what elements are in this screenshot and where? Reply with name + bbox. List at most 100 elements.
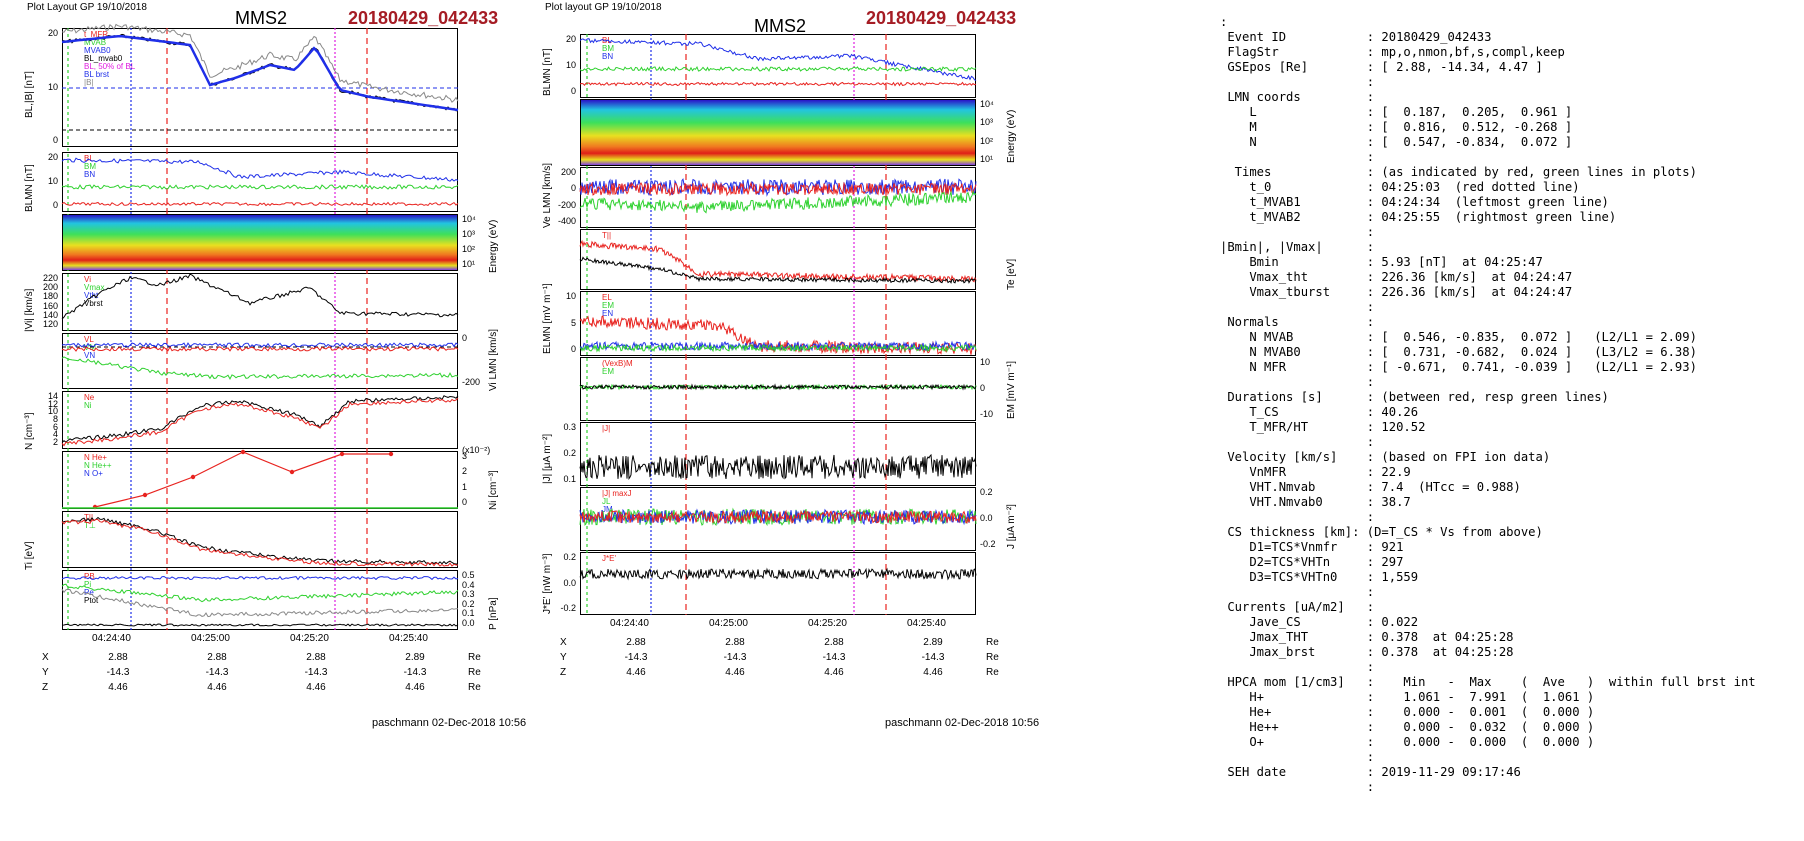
x-tick-label: 04:25:40	[389, 633, 428, 644]
y-tick-label-right: 0	[980, 383, 986, 393]
legend-entry: BL	[84, 154, 94, 163]
info-line: N MVAB : [ 0.546, -0.835, 0.072 ] (L2/L1…	[1220, 330, 1697, 344]
legend-entry: BL, 50% of BL	[84, 62, 136, 71]
series-line-Tperp	[61, 518, 458, 567]
footer: paschmann 02-Dec-2018 10:56	[372, 717, 527, 729]
y-tick-label: 180	[42, 291, 58, 302]
info-line: Jave_CS : 0.022	[1220, 615, 1419, 629]
y-tick-label: 20	[47, 152, 58, 162]
series-line-BL	[579, 38, 977, 82]
pos-row-label: Z	[560, 667, 567, 678]
energy-spectrogram	[581, 100, 975, 165]
y-tick-label: 0.2	[563, 448, 576, 458]
y-tick-label: 10	[565, 60, 576, 70]
legend-entry: T||	[602, 231, 612, 240]
pos-row-value: 2.88	[207, 652, 227, 663]
pos-row-value: 4.46	[725, 667, 745, 678]
info-line: D3=TCS*VHTn0 : 1,559	[1220, 570, 1419, 584]
series-line-JE	[579, 567, 977, 581]
pos-row-value: 2.88	[824, 637, 844, 648]
y-tick-label: 160	[42, 300, 58, 311]
legend-entry: EN	[602, 309, 614, 318]
info-line: SEH date : 2019-11-29 09:17:46	[1220, 765, 1521, 779]
y-tick-label-right: -10	[980, 409, 994, 419]
legend-entry: MVAB	[84, 38, 107, 47]
info-line: Jmax_THT : 0.378 at 04:25:28	[1220, 630, 1514, 644]
legend-entry: PB	[84, 572, 95, 581]
info-line: t_MVAB2 : 04:25:55 (rightmost green line…	[1220, 210, 1617, 224]
pos-row-label: Z	[42, 682, 49, 693]
series-line-Te-par	[579, 239, 977, 283]
plot-panel	[580, 422, 976, 486]
info-line: L : [ 0.187, 0.205, 0.961 ]	[1220, 105, 1573, 119]
pos-row-value: -14.3	[921, 652, 945, 663]
y-tick-label: 0.1	[563, 474, 576, 484]
series-line-JL	[579, 509, 977, 524]
info-line: :	[1220, 585, 1375, 599]
series-line-VM	[61, 345, 459, 352]
plot-panel	[62, 391, 458, 449]
info-line: VHT.Nmvab : 7.4 (HTcc = 0.988)	[1220, 480, 1521, 494]
y-tick-label-right: 3	[462, 451, 468, 461]
info-line: Durations [s] : (between red, resp green…	[1220, 390, 1609, 404]
pos-row-value: 4.46	[108, 682, 128, 693]
y-tick-label: 200	[42, 282, 58, 293]
legend-entry: BL brst	[84, 70, 110, 79]
y-tick-label: 2	[52, 437, 58, 447]
info-line: Event ID : 20180429_042433	[1220, 30, 1492, 44]
pos-row-unit: Re	[986, 667, 999, 678]
y-tick-label: 10	[47, 406, 58, 417]
legend-entry: Pi	[84, 580, 92, 589]
plot-panel	[62, 570, 458, 630]
legend-entry: N He++	[84, 461, 112, 470]
legend-entry: (VexB)M	[602, 359, 633, 368]
info-line: O+ : 0.000 - 0.000 ( 0.000 )	[1220, 735, 1595, 749]
x-tick-label: 04:25:20	[290, 633, 329, 644]
y-tick-label-right: 1	[462, 481, 468, 492]
y-tick-label-right: 10²	[980, 135, 994, 146]
y-tick-label: 10	[47, 81, 58, 92]
legend-entry: VN	[84, 351, 96, 360]
y-tick-label: 0	[570, 183, 576, 194]
series-line-EN	[579, 343, 977, 353]
info-line: Vmax_tburst : 226.36 [km/s] at 04:24:47	[1220, 285, 1573, 299]
series-line-Tpar	[61, 516, 459, 566]
plot-panel	[62, 273, 458, 331]
y-tick-label: -400	[557, 216, 576, 226]
info-line: T_MFR/HT : 120.52	[1220, 420, 1426, 434]
pos-row-label: Y	[560, 652, 567, 663]
series-line-VeN	[579, 190, 977, 214]
legend-entry: |B|	[84, 78, 94, 87]
layout-tag: Plot layout GP 19/10/2018	[545, 2, 662, 13]
info-line: :	[1220, 15, 1228, 29]
y-tick-label-right: 10¹	[980, 154, 994, 164]
legend-entry: N O+	[84, 469, 103, 478]
y-tick-label-right: -200	[462, 377, 481, 387]
y-tick-label: 200	[560, 167, 576, 177]
y-tick-label: 12	[47, 398, 58, 409]
info-line: Times : (as indicated by red, green line…	[1220, 165, 1697, 179]
y-tick-label-right: 10	[980, 357, 991, 367]
info-line: Jmax_brst : 0.378 at 04:25:28	[1220, 645, 1514, 659]
footer: paschmann 02-Dec-2018 10:56	[885, 717, 1040, 729]
info-line: N MFR : [ -0.671, 0.741, -0.039 ] (L2/L1…	[1220, 360, 1697, 374]
info-line: :	[1220, 150, 1375, 164]
info-line: :	[1220, 750, 1375, 764]
series-line-VeM	[579, 181, 977, 197]
info-line: t_MVAB1 : 04:24:34 (leftmost green line)	[1220, 195, 1609, 209]
x-tick-label: 04:25:40	[907, 618, 946, 629]
info-line: :	[1220, 660, 1375, 674]
legend-entry: EM	[602, 367, 614, 376]
data-point-He++	[142, 492, 148, 498]
y-tick-label-right: 10⁴	[462, 214, 476, 224]
legend-entry: Vmax	[84, 283, 105, 292]
y-tick-label: 10	[47, 176, 58, 186]
event-title: 20180429_042433	[348, 8, 499, 28]
info-line: D1=TCS*Vnmfr : 921	[1220, 540, 1404, 554]
y-tick-label-right: 10⁴	[980, 99, 994, 109]
info-line: :	[1220, 75, 1375, 89]
plot-panel	[62, 152, 458, 212]
legend-entry: BN	[84, 170, 96, 179]
info-line: :	[1220, 510, 1375, 524]
